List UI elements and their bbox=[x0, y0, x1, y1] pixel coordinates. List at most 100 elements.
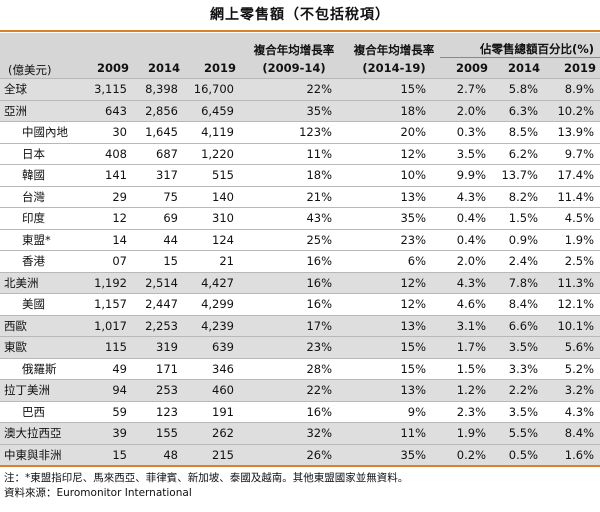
table-row: 台灣 29 75 140 21% 13% 4.3% 8.2% 11.4% bbox=[0, 185, 600, 208]
value-2009-cell: 1,157 bbox=[84, 293, 133, 315]
year-2014-header: 2014 bbox=[133, 57, 184, 79]
value-2009-cell: 94 bbox=[84, 379, 133, 401]
share-2009-cell: 1.9% bbox=[440, 422, 492, 444]
value-2014-cell: 1,645 bbox=[133, 121, 184, 143]
share-2014-cell: 5.5% bbox=[492, 422, 544, 444]
table-row: 日本 408 687 1,220 11% 12% 3.5% 6.2% 9.7% bbox=[0, 142, 600, 165]
cagr-2014-19-period: (2014-19) bbox=[348, 57, 440, 79]
row-name-cell: 中東與非洲 bbox=[0, 443, 84, 467]
value-2009-cell: 1,017 bbox=[84, 314, 133, 337]
row-name-cell: 巴西 bbox=[0, 400, 84, 423]
share-2019-cell: 2.5% bbox=[544, 250, 600, 272]
value-2019-cell: 4,427 bbox=[184, 271, 240, 294]
footnote: 注：*東盟指印尼、馬來西亞、菲律賓、新加坡、泰國及越南。其他東盟國家並無資料。 bbox=[4, 472, 409, 484]
table-row: 澳大拉西亞 39 155 262 32% 11% 1.9% 5.5% 8.4% bbox=[0, 422, 600, 444]
value-2009-cell: 408 bbox=[84, 142, 133, 165]
row-name-cell: 全球 bbox=[0, 78, 84, 100]
share-2019-cell: 5.6% bbox=[544, 336, 600, 358]
value-2019-cell: 4,299 bbox=[184, 293, 240, 315]
value-2014-cell: 253 bbox=[133, 379, 184, 401]
value-2014-cell: 69 bbox=[133, 207, 184, 229]
share-2014-cell: 0.9% bbox=[492, 228, 544, 251]
value-2014-cell: 155 bbox=[133, 422, 184, 444]
title-divider bbox=[0, 30, 600, 32]
share-2014-cell: 3.3% bbox=[492, 357, 544, 380]
cagr-2009-14-cell: 26% bbox=[240, 443, 348, 467]
share-2009-cell: 2.0% bbox=[440, 99, 492, 122]
table-row: 拉丁美洲 94 253 460 22% 13% 1.2% 2.2% 3.2% bbox=[0, 379, 600, 401]
value-2019-cell: 6,459 bbox=[184, 99, 240, 122]
value-2014-cell: 15 bbox=[133, 250, 184, 272]
share-2009-cell: 4.3% bbox=[440, 271, 492, 294]
share-2014-cell: 7.8% bbox=[492, 271, 544, 294]
value-2009-cell: 30 bbox=[84, 121, 133, 143]
cagr-2014-19-cell: 6% bbox=[348, 250, 440, 272]
share-2014-cell: 3.5% bbox=[492, 336, 544, 358]
cagr-2014-19-cell: 23% bbox=[348, 228, 440, 251]
cagr-2009-14-cell: 16% bbox=[240, 271, 348, 294]
row-name-cell: 印度 bbox=[0, 207, 84, 229]
value-2009-cell: 141 bbox=[84, 164, 133, 186]
row-name-cell: 北美洲 bbox=[0, 271, 84, 294]
value-2019-cell: 460 bbox=[184, 379, 240, 401]
notes: 注：*東盟指印尼、馬來西亞、菲律賓、新加坡、泰國及越南。其他東盟國家並無資料。 … bbox=[0, 467, 600, 501]
share-2019-cell: 1.9% bbox=[544, 228, 600, 251]
share-2009-cell: 2.7% bbox=[440, 78, 492, 100]
value-2014-cell: 2,447 bbox=[133, 293, 184, 315]
year-2009-header: 2009 bbox=[84, 57, 133, 79]
value-2014-cell: 687 bbox=[133, 142, 184, 165]
share-2019-cell: 1.6% bbox=[544, 443, 600, 467]
share-2014-cell: 8.2% bbox=[492, 185, 544, 208]
value-2014-cell: 44 bbox=[133, 228, 184, 251]
table-row: 韓國 141 317 515 18% 10% 9.9% 13.7% 17.4% bbox=[0, 164, 600, 186]
cagr-2014-19-cell: 9% bbox=[348, 400, 440, 423]
cagr-2009-14-cell: 21% bbox=[240, 185, 348, 208]
share-2009-cell: 0.4% bbox=[440, 228, 492, 251]
cagr-2014-19-cell: 13% bbox=[348, 185, 440, 208]
cagr-2009-14-cell: 17% bbox=[240, 314, 348, 337]
value-2009-cell: 1,192 bbox=[84, 271, 133, 294]
value-2019-cell: 4,119 bbox=[184, 121, 240, 143]
share-2014-cell: 2.2% bbox=[492, 379, 544, 401]
cagr-2009-14-cell: 16% bbox=[240, 293, 348, 315]
value-2009-cell: 49 bbox=[84, 357, 133, 380]
row-name-cell: 中國內地 bbox=[0, 121, 84, 143]
cagr-2009-14-label: 複合年均增長率 bbox=[240, 33, 348, 58]
cagr-2009-14-period: (2009-14) bbox=[240, 57, 348, 79]
value-2014-cell: 2,253 bbox=[133, 314, 184, 337]
share-2009-cell: 1.2% bbox=[440, 379, 492, 401]
share-2014-header: 2014 bbox=[492, 57, 544, 79]
share-2019-cell: 13.9% bbox=[544, 121, 600, 143]
source-note: 資料來源：Euromonitor International bbox=[4, 487, 192, 499]
cagr-2009-14-cell: 23% bbox=[240, 336, 348, 358]
table-row: 印度 12 69 310 43% 35% 0.4% 1.5% 4.5% bbox=[0, 207, 600, 229]
table-row: 美國 1,157 2,447 4,299 16% 12% 4.6% 8.4% 12.1% bbox=[0, 293, 600, 315]
cagr-2009-14-cell: 35% bbox=[240, 99, 348, 122]
value-2019-cell: 1,220 bbox=[184, 142, 240, 165]
share-2009-cell: 4.3% bbox=[440, 185, 492, 208]
row-name-cell: 澳大拉西亞 bbox=[0, 422, 84, 444]
share-2009-cell: 3.5% bbox=[440, 142, 492, 165]
value-2014-cell: 319 bbox=[133, 336, 184, 358]
share-2019-cell: 4.3% bbox=[544, 400, 600, 423]
table-row: 北美洲 1,192 2,514 4,427 16% 12% 4.3% 7.8% 11.3% bbox=[0, 271, 600, 294]
share-2014-cell: 6.2% bbox=[492, 142, 544, 165]
cagr-2014-19-cell: 20% bbox=[348, 121, 440, 143]
cagr-2014-19-cell: 18% bbox=[348, 99, 440, 122]
share-2014-cell: 1.5% bbox=[492, 207, 544, 229]
value-2019-cell: 346 bbox=[184, 357, 240, 380]
value-2014-cell: 75 bbox=[133, 185, 184, 208]
share-2019-cell: 9.7% bbox=[544, 142, 600, 165]
value-2019-cell: 515 bbox=[184, 164, 240, 186]
share-2009-cell: 3.1% bbox=[440, 314, 492, 337]
cagr-2014-19-cell: 15% bbox=[348, 357, 440, 380]
share-2014-cell: 13.7% bbox=[492, 164, 544, 186]
value-2019-cell: 310 bbox=[184, 207, 240, 229]
unit-label: (億美元) bbox=[0, 33, 84, 79]
cagr-2014-19-cell: 13% bbox=[348, 314, 440, 337]
cagr-2014-19-cell: 15% bbox=[348, 336, 440, 358]
value-2019-cell: 262 bbox=[184, 422, 240, 444]
share-2019-cell: 10.2% bbox=[544, 99, 600, 122]
cagr-2009-14-cell: 22% bbox=[240, 379, 348, 401]
